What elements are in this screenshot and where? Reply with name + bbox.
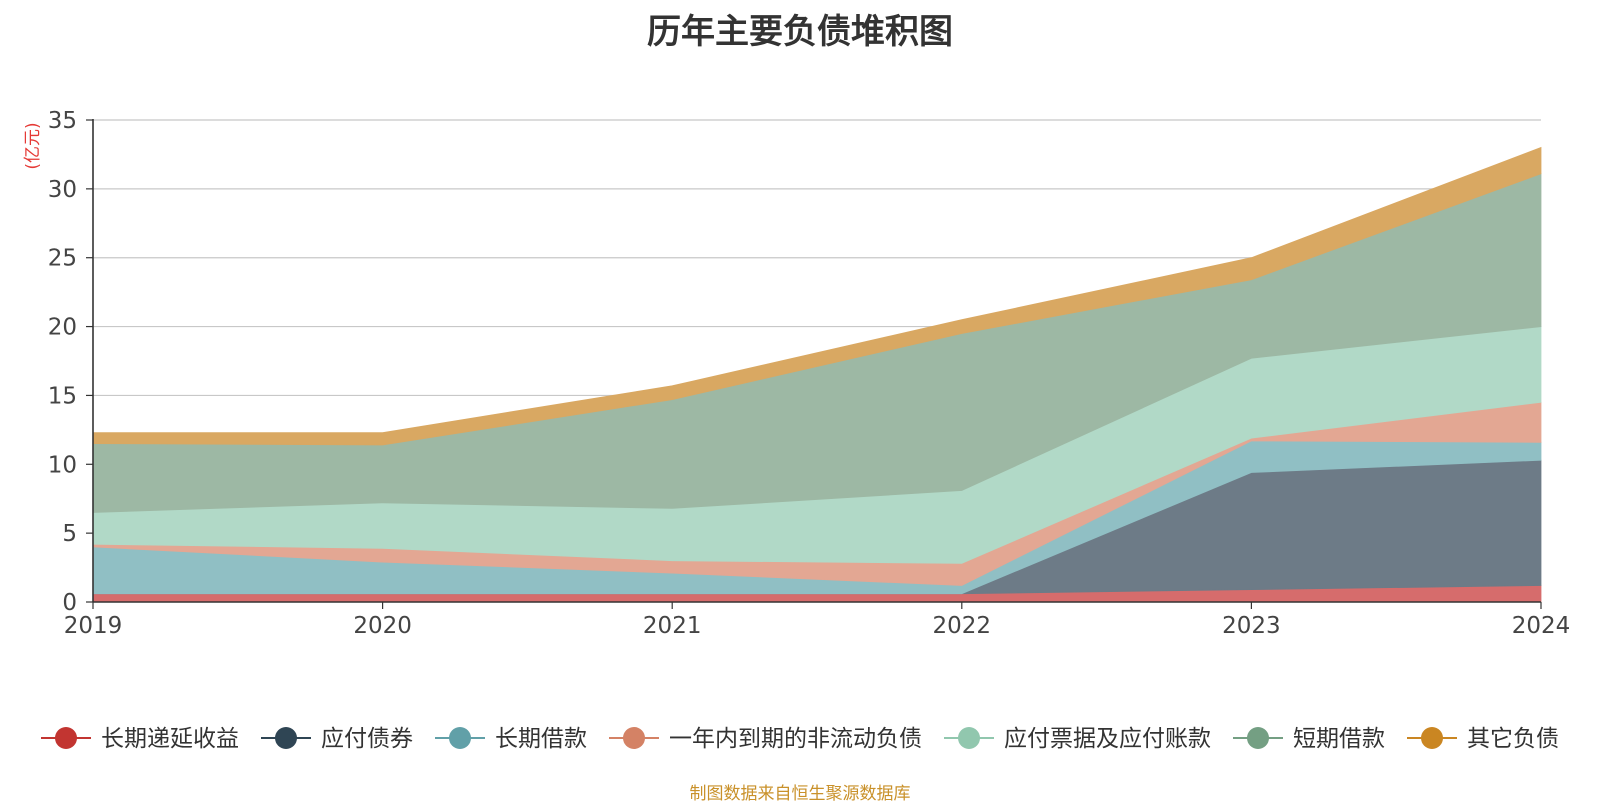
y-tick-label: 15 bbox=[48, 383, 77, 409]
x-tick-label: 2023 bbox=[1222, 613, 1281, 639]
legend-marker bbox=[1247, 727, 1269, 749]
legend-item-0[interactable]: 长期递延收益 bbox=[41, 726, 239, 752]
y-tick-label: 20 bbox=[48, 315, 77, 341]
x-tick-label: 2021 bbox=[643, 613, 702, 639]
source-note: 制图数据来自恒生聚源数据库 bbox=[689, 784, 911, 804]
x-tick-label: 2020 bbox=[353, 613, 412, 639]
area-series-6[interactable] bbox=[92, 146, 1542, 446]
legend-marker bbox=[958, 727, 980, 749]
legend-label: 一年内到期的非流动负债 bbox=[669, 726, 922, 752]
legend-label: 其它负债 bbox=[1467, 726, 1559, 752]
y-tick-label: 30 bbox=[48, 177, 77, 203]
legend-item-3[interactable]: 一年内到期的非流动负债 bbox=[609, 726, 922, 752]
x-tick-label: 2022 bbox=[933, 613, 992, 639]
y-tick-label: 10 bbox=[48, 452, 77, 478]
legend-item-1[interactable]: 应付债券 bbox=[261, 726, 413, 752]
area-series bbox=[92, 146, 1542, 603]
legend-item-4[interactable]: 应付票据及应付账款 bbox=[944, 726, 1211, 752]
y-tick-label: 5 bbox=[62, 521, 77, 547]
legend-label: 应付债券 bbox=[321, 726, 413, 752]
chart-title: 历年主要负债堆积图 bbox=[647, 12, 953, 52]
x-tick-label: 2019 bbox=[64, 613, 123, 639]
legend-item-6[interactable]: 其它负债 bbox=[1407, 726, 1559, 752]
legend-marker bbox=[449, 727, 471, 749]
legend: 长期递延收益 应付债券 长期借款 一年内到期的非流动负债 应付票据及应付账款 短期借款 其它… bbox=[41, 726, 1559, 752]
legend-marker bbox=[275, 727, 297, 749]
y-tick-label: 35 bbox=[48, 108, 77, 134]
y-tick-label: 25 bbox=[48, 246, 77, 272]
legend-marker bbox=[623, 727, 645, 749]
legend-label: 长期借款 bbox=[495, 726, 587, 752]
y-axis-unit-label: (亿元) bbox=[23, 122, 43, 169]
legend-label: 应付票据及应付账款 bbox=[1004, 726, 1211, 752]
legend-marker bbox=[55, 727, 77, 749]
legend-item-5[interactable]: 短期借款 bbox=[1233, 726, 1385, 752]
legend-label: 短期借款 bbox=[1293, 726, 1385, 752]
x-tick-label: 2024 bbox=[1512, 613, 1571, 639]
axes: 0 5 10 15 20 25 30 35 2019 2020 2021 2022 2023 2024 (亿… bbox=[23, 108, 1570, 639]
y-tick-label: 0 bbox=[62, 590, 77, 616]
legend-label: 长期递延收益 bbox=[101, 726, 239, 752]
legend-item-2[interactable]: 长期借款 bbox=[435, 726, 587, 752]
legend-marker bbox=[1421, 727, 1443, 749]
